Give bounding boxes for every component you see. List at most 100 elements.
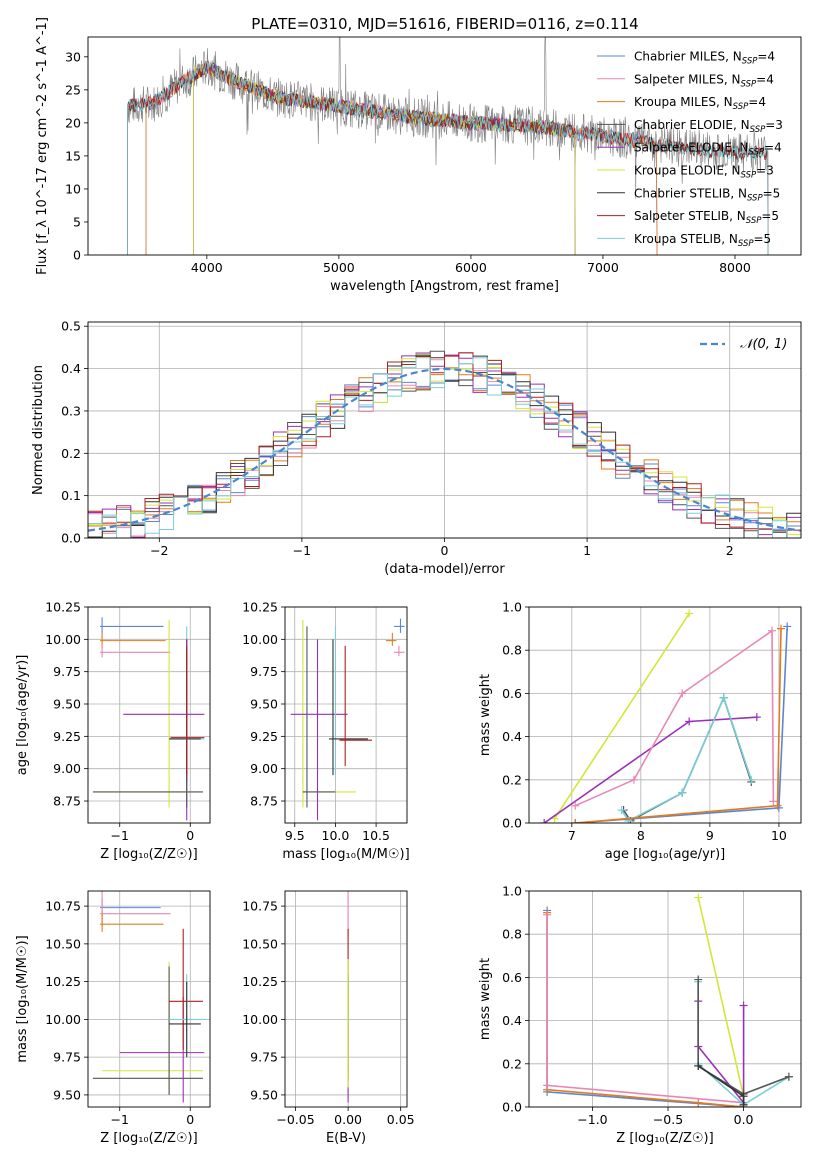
grid (88, 606, 210, 823)
legend-tail: =5 (763, 186, 781, 200)
point-chabrier_stelib (169, 639, 201, 782)
x-tick-label: 0.05 (387, 1112, 415, 1127)
legend-text: Chabrier MILES, N (634, 50, 742, 64)
panel-3: 9.5 10.0 10.5 8.75 9.00 9.25 9.50 9.75 10.00 10.2… (242, 600, 409, 863)
x-axis-label: age [log₁₀(age/yr)] (605, 847, 726, 862)
legend-text: Chabrier ELODIE, N (634, 118, 750, 132)
series-marker (694, 975, 703, 984)
series-line (697, 897, 745, 1103)
y-tick-label: 15 (65, 148, 81, 163)
x-tick-label: −1.0 (577, 1112, 607, 1127)
y-tick-label: 0.4 (502, 729, 522, 744)
legend-entry: Salpeter STELIB, NSSP=5 (634, 209, 779, 226)
series-marker (678, 788, 687, 797)
x-tick-label: −0.5 (653, 1112, 683, 1127)
point-salpeter_miles (99, 644, 171, 658)
x-axis-label: Z [log₁₀(Z/Z☉)] (616, 1131, 713, 1146)
ticks: −1.0 −0.5 0.0 0.0 0.2 0.4 0.6 0.8 1.0 (502, 884, 753, 1128)
axes-frame (284, 606, 408, 824)
residual-histogram-salpeter_miles (88, 354, 801, 538)
legend-tail: =5 (761, 209, 779, 223)
x-tick-label: 0.0 (734, 1112, 754, 1127)
legend-text: Salpeter MILES, N (634, 72, 741, 86)
x-tick-label: 8 (637, 828, 645, 843)
series-marker (678, 689, 687, 698)
legend-text: Salpeter ELODIE, N (634, 141, 748, 155)
model-spectrum-kroupa_stelib (127, 59, 769, 255)
legend-entry: Chabrier ELODIE, NSSP=3 (634, 118, 783, 135)
series-marker (773, 801, 782, 810)
y-tick-label: 9.75 (53, 1050, 81, 1065)
x-tick-label: 0 (441, 543, 449, 558)
x-tick-label: 4000 (191, 260, 223, 275)
y-tick-label: 20 (65, 115, 81, 130)
point-chabrier_elodie (92, 966, 203, 1095)
panel-7: −1.0 −0.5 0.0 0.0 0.2 0.4 0.6 0.8 1.0 Z [log₁₀(Z/… (478, 884, 802, 1146)
y-tick-label: 9.25 (53, 729, 81, 744)
point-chabrier_miles (99, 617, 164, 633)
x-tick-label: 10.0 (322, 828, 350, 843)
point-kroupa_elodie (302, 619, 356, 808)
panel-5: −1 0 9.50 9.75 10.00 10.25 10.50 10.75 Z [log₁₀(… (15, 890, 211, 1146)
x-tick-label: 1 (583, 543, 591, 558)
y-tick-label: 8.75 (53, 794, 81, 809)
y-tick-label: 0.1 (61, 488, 81, 503)
series-marker (784, 1072, 793, 1081)
series-marker (783, 622, 792, 631)
x-tick-label: −2 (150, 543, 168, 558)
y-tick-label: 10.25 (242, 600, 278, 615)
legend-text: Chabrier STELIB, N (634, 186, 747, 200)
x-tick-label: 6000 (455, 260, 487, 275)
point-salpeter_miles (99, 891, 171, 926)
y-tick-label: 10.25 (242, 974, 278, 989)
x-axis-label: (data-model)/error (384, 562, 505, 577)
series-kroupa_stelib (617, 693, 756, 823)
x-tick-label: 2 (726, 543, 734, 558)
series-line (697, 1001, 745, 1105)
y-tick-label: 9.00 (53, 761, 81, 776)
y-tick-label: 0 (73, 248, 81, 263)
figure-title: PLATE=0310, MJD=51616, FIBERID=0116, z=0… (251, 15, 638, 33)
plot-area (88, 350, 801, 538)
y-tick-label: 5 (73, 214, 81, 229)
y-axis-label: mass weight (478, 674, 493, 756)
ticks: −1 0 9.50 9.75 10.00 10.25 10.50 10.75 (45, 899, 194, 1127)
series-marker (768, 626, 777, 635)
series-kroupa_miles (571, 624, 785, 823)
series-marker (747, 775, 756, 784)
y-tick-label: 9.50 (53, 1087, 81, 1102)
series-line (622, 695, 753, 822)
series-marker (694, 1061, 703, 1070)
series-marker (769, 797, 778, 806)
x-tick-label: −1 (293, 543, 311, 558)
y-tick-label: 10.75 (45, 899, 81, 914)
y-tick-label: 9.75 (250, 664, 278, 679)
y-tick-label: 9.50 (250, 697, 278, 712)
series-salpeter_elodie (694, 997, 748, 1107)
y-tick-label: 0.0 (502, 816, 522, 831)
series-line (575, 628, 782, 823)
grid (529, 890, 801, 1108)
legend-entry: Salpeter MILES, NSSP=4 (634, 72, 774, 89)
axes-frame (284, 890, 408, 1108)
ticks: 4000 5000 6000 7000 8000 0 5 10 15 20 25 30 (65, 49, 751, 275)
point-salpeter_elodie (119, 996, 205, 1103)
legend-entry: Kroupa ELODIE, NSSP=3 (634, 164, 774, 181)
axes-frame (87, 321, 802, 539)
panel-2: −1 0 8.75 9.00 9.25 9.50 9.75 10.00 10.25 Z [log₁… (15, 600, 211, 862)
point-salpeter_elodie (290, 639, 348, 821)
y-tick-label: 9.25 (250, 729, 278, 744)
y-tick-label: 0.4 (61, 361, 81, 376)
point-chabrier_elodie (302, 626, 336, 808)
y-tick-label: 10 (65, 181, 81, 196)
y-tick-label: 9.50 (250, 1087, 278, 1102)
plot-area (92, 891, 206, 1103)
x-tick-label: 8000 (719, 260, 751, 275)
legend-sub: SSP (747, 193, 763, 203)
y-axis-label: Flux [f_λ 10^-17 erg cm^-2 s^-1 A^-1] (35, 17, 50, 275)
legend-sub: SSP (733, 102, 749, 112)
y-tick-label: 10.00 (242, 632, 278, 647)
legend-sub: SSP (741, 79, 757, 89)
series-marker (694, 893, 703, 902)
